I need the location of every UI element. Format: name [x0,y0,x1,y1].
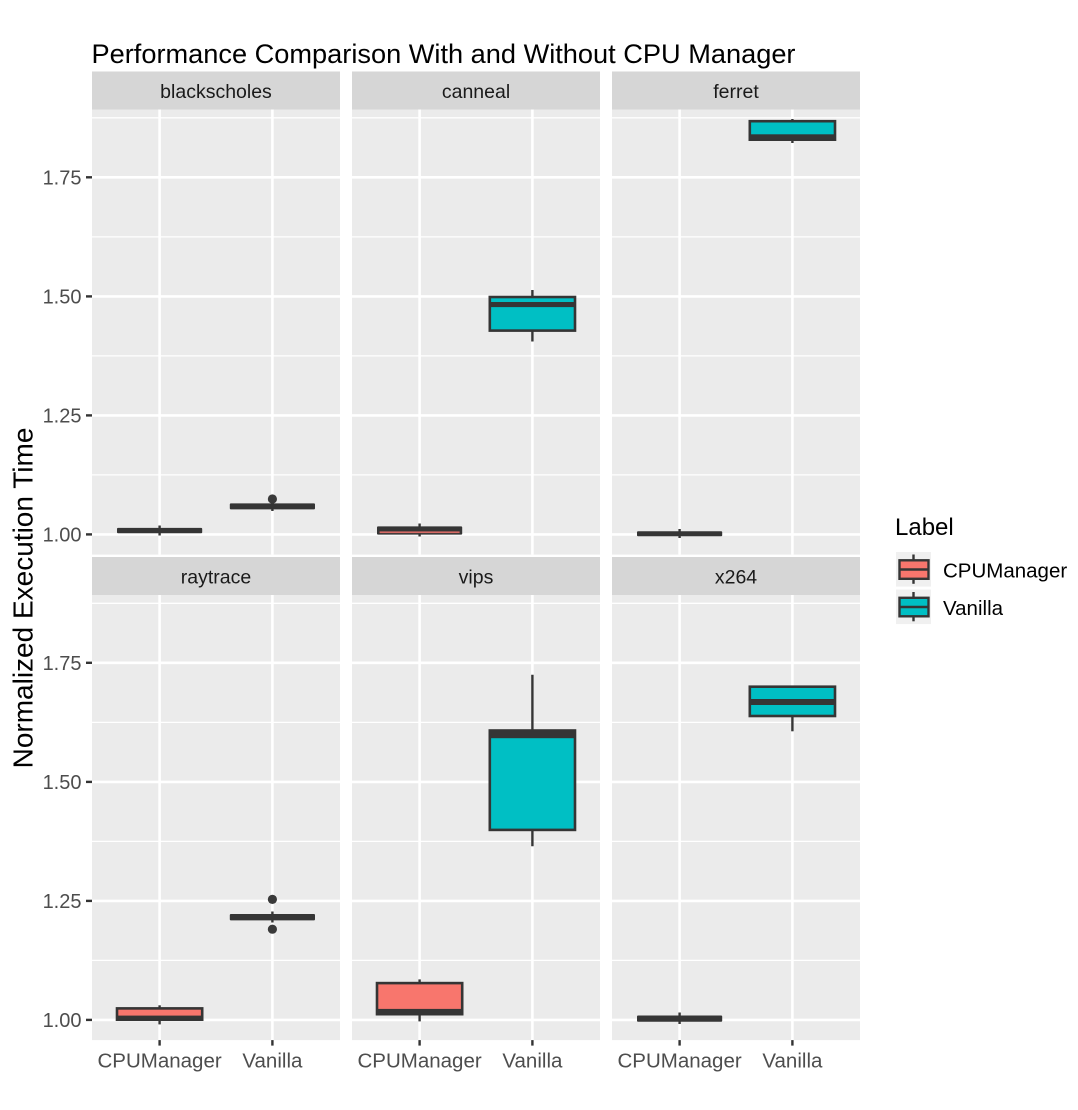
svg-text:Label: Label [895,514,954,541]
svg-text:CPUManager: CPUManager [617,1050,741,1073]
svg-text:1.25: 1.25 [43,891,82,913]
svg-text:blackscholes: blackscholes [160,81,272,103]
svg-text:vips: vips [459,567,494,589]
svg-text:Performance Comparison With an: Performance Comparison With and Without … [92,39,796,69]
svg-text:1.50: 1.50 [43,772,82,794]
svg-text:1.75: 1.75 [43,653,82,675]
svg-text:Vanilla: Vanilla [502,1050,563,1073]
svg-text:1.50: 1.50 [43,287,82,309]
svg-text:ferret: ferret [713,81,759,103]
svg-text:1.75: 1.75 [43,168,82,190]
svg-text:CPUManager: CPUManager [357,1050,481,1073]
svg-text:x264: x264 [715,567,757,589]
svg-text:raytrace: raytrace [181,567,251,589]
svg-text:canneal: canneal [442,81,510,103]
svg-text:1.25: 1.25 [43,406,82,428]
svg-text:CPUManager: CPUManager [943,560,1067,583]
svg-text:CPUManager: CPUManager [97,1050,221,1073]
svg-text:Vanilla: Vanilla [242,1050,303,1073]
svg-text:1.00: 1.00 [43,1010,82,1032]
svg-text:Vanilla: Vanilla [762,1050,823,1073]
svg-text:Vanilla: Vanilla [943,597,1004,620]
svg-text:Normalized Execution Time: Normalized Execution Time [8,428,39,769]
svg-text:1.00: 1.00 [43,525,82,547]
